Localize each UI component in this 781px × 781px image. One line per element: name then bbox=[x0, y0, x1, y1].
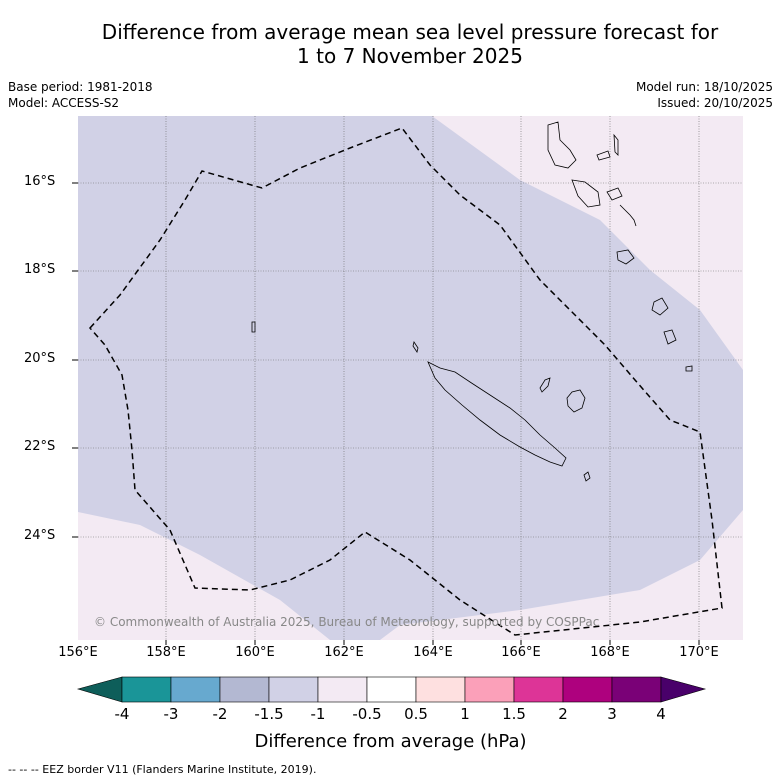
chesterfield-islet bbox=[251, 321, 256, 333]
map-title: Difference from average mean sea level p… bbox=[40, 20, 780, 68]
colorbar-tick-label: -1 bbox=[310, 705, 326, 723]
colorbar-title: Difference from average (hPa) bbox=[254, 731, 527, 752]
map-area bbox=[78, 116, 743, 640]
colorbar-tick-label: 1.5 bbox=[502, 705, 526, 723]
colorbar-tick-label: 3 bbox=[607, 705, 617, 723]
belep-islet bbox=[412, 341, 419, 353]
aneityum-island bbox=[685, 365, 693, 372]
lat-label: 22°S bbox=[24, 439, 56, 454]
colorbar-bin bbox=[562, 676, 613, 703]
title-line-2: 1 to 7 November 2025 bbox=[297, 44, 523, 68]
colorbar-bin bbox=[415, 676, 466, 703]
colorbar-bin bbox=[366, 676, 417, 703]
base-period: Base period: 1981-2018 bbox=[8, 80, 153, 94]
colorbar bbox=[76, 676, 707, 703]
new-caledonia-island bbox=[427, 361, 567, 467]
lat-label: 18°S bbox=[24, 262, 56, 277]
colorbar-tick-label: -1.5 bbox=[254, 705, 284, 723]
ambae-island bbox=[596, 150, 611, 161]
lat-label: 20°S bbox=[24, 351, 56, 366]
lon-label: 162°E bbox=[324, 645, 364, 660]
eez-legend-note: -- -- -- EEZ border V11 (Flanders Marine… bbox=[8, 763, 317, 776]
colorbar-bin bbox=[219, 676, 270, 703]
lon-label: 166°E bbox=[501, 645, 541, 660]
lat-label: 16°S bbox=[24, 174, 56, 189]
colorbar-extend-low bbox=[76, 676, 123, 703]
erromango-island bbox=[651, 297, 669, 316]
issued-date: Issued: 20/10/2025 bbox=[657, 96, 773, 110]
epi-island bbox=[606, 187, 623, 201]
colorbar-extend-high bbox=[660, 676, 707, 703]
title-line-1: Difference from average mean sea level p… bbox=[101, 20, 719, 44]
lon-label: 170°E bbox=[679, 645, 719, 660]
meta-right: Model run: 18/10/2025 Issued: 20/10/2025 bbox=[636, 79, 773, 111]
colorbar-bin bbox=[513, 676, 564, 703]
colorbar-bin bbox=[611, 676, 662, 703]
colorbar-bin bbox=[268, 676, 319, 703]
pentecost-island bbox=[613, 133, 619, 156]
lon-label: 156°E bbox=[58, 645, 98, 660]
efate-island bbox=[616, 249, 635, 265]
anomaly-field-region bbox=[78, 116, 743, 640]
axis-ticks bbox=[72, 182, 700, 645]
colorbar-tick-label: 4 bbox=[656, 705, 666, 723]
malekula-island bbox=[571, 179, 601, 208]
ouvea-island bbox=[539, 377, 551, 393]
colorbar-tick-label: 2 bbox=[558, 705, 568, 723]
lon-label: 168°E bbox=[590, 645, 630, 660]
tanna-island bbox=[663, 329, 677, 345]
graticule bbox=[78, 116, 743, 640]
meta-left: Base period: 1981-2018 Model: ACCESS-S2 bbox=[8, 79, 153, 111]
model-name: Model: ACCESS-S2 bbox=[8, 96, 120, 110]
colorbar-tick-label: 0.5 bbox=[404, 705, 428, 723]
espiritu-santo-island bbox=[547, 121, 577, 169]
colorbar-tick-label: -0.5 bbox=[352, 705, 382, 723]
mare-island bbox=[583, 471, 591, 482]
colorbar-bin bbox=[170, 676, 221, 703]
eez-border bbox=[88, 127, 723, 636]
colorbar-bin bbox=[121, 676, 172, 703]
lat-label: 24°S bbox=[24, 528, 56, 543]
colorbar-tick-label: 1 bbox=[460, 705, 470, 723]
colorbar-tick-label: -3 bbox=[163, 705, 179, 723]
lifou-island bbox=[566, 389, 586, 413]
colorbar-tick-label: -2 bbox=[212, 705, 228, 723]
shepherd-islets bbox=[619, 204, 637, 227]
model-run: Model run: 18/10/2025 bbox=[635, 80, 773, 94]
colorbar-bin bbox=[317, 676, 368, 703]
copyright-notice: © Commonwealth of Australia 2025, Bureau… bbox=[94, 615, 599, 629]
lon-label: 158°E bbox=[146, 645, 186, 660]
lon-label: 160°E bbox=[235, 645, 275, 660]
colorbar-tick-label: -4 bbox=[114, 705, 130, 723]
colorbar-bin bbox=[464, 676, 515, 703]
lon-label: 164°E bbox=[413, 645, 453, 660]
